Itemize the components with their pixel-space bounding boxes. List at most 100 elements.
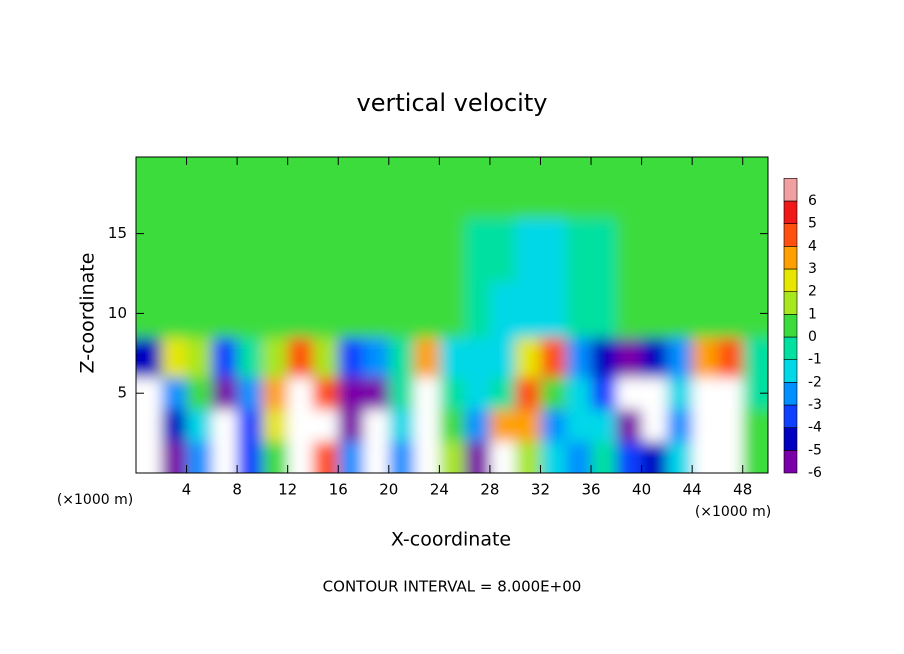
field-cell	[287, 409, 314, 442]
z-unit-label: (×1000 m)	[57, 492, 133, 508]
field-cell	[464, 377, 491, 410]
x-tick-label: 24	[430, 481, 449, 499]
field-cell	[616, 377, 643, 410]
field-cell	[363, 441, 390, 473]
field-cell	[515, 217, 541, 282]
field-cell	[237, 281, 263, 338]
field-cell	[186, 157, 213, 219]
field-cell	[717, 409, 744, 442]
chart-title: vertical velocity	[357, 89, 548, 117]
x-tick-label: 16	[329, 481, 348, 499]
field-cell	[565, 337, 592, 378]
field-cell	[211, 409, 238, 442]
field-cell	[136, 217, 162, 282]
field-cell	[439, 409, 466, 442]
field-cell	[439, 441, 466, 473]
field-cell	[414, 281, 440, 338]
field-cell	[211, 377, 238, 410]
field-cell	[338, 377, 365, 410]
field-cell	[211, 157, 238, 219]
colorbar-swatch	[783, 200, 798, 224]
field-cell	[211, 337, 238, 378]
x-tick-label: 48	[733, 481, 752, 499]
x-tick-label: 8	[232, 481, 242, 499]
colorbar-swatch	[783, 268, 798, 292]
field-cell	[414, 337, 440, 378]
field-cell	[489, 409, 516, 442]
field-cell	[489, 281, 516, 338]
field-cell	[338, 281, 365, 338]
field-cell	[388, 441, 415, 473]
field-cell	[464, 337, 491, 378]
x-tick-label: 32	[531, 481, 550, 499]
field-cell	[161, 441, 188, 473]
y-tick-label: 15	[108, 224, 127, 242]
field-cell	[161, 337, 188, 378]
colorbar-swatch	[783, 178, 798, 202]
field-cell	[388, 377, 415, 410]
field-cell	[515, 337, 541, 378]
colorbar-tick-label: 6	[808, 193, 817, 209]
field-cell	[540, 441, 567, 473]
field-cell	[591, 157, 617, 219]
field-cell	[161, 157, 188, 219]
field-cell	[237, 377, 263, 410]
field-cell	[641, 441, 668, 473]
field-cell	[338, 441, 365, 473]
field-cell	[388, 281, 415, 338]
field-cell	[414, 409, 440, 442]
colorbar-swatch	[783, 223, 798, 247]
footer-note: CONTOUR INTERVAL = 8.000E+00	[323, 578, 582, 596]
field-cell	[161, 217, 188, 282]
field-cell	[439, 337, 466, 378]
field-cell	[439, 217, 466, 282]
field-cell	[414, 441, 440, 473]
colorbar-tick-label: 2	[808, 284, 817, 300]
plot-frame	[135, 156, 769, 474]
field-cell	[186, 337, 213, 378]
colorbar-tick-label: 0	[808, 329, 817, 345]
field-cell	[540, 157, 567, 219]
field-cell	[439, 157, 466, 219]
field-cell	[363, 281, 390, 338]
field-cell	[616, 441, 643, 473]
field-cell	[591, 217, 617, 282]
field-cell	[262, 337, 289, 378]
field-cell	[237, 217, 263, 282]
field-cell	[186, 377, 213, 410]
y-tick-label: 5	[117, 384, 127, 402]
field-cell	[540, 409, 567, 442]
field-cell	[692, 409, 718, 442]
colorbar-swatch	[783, 450, 798, 474]
field-cell	[641, 281, 668, 338]
field-cell	[489, 337, 516, 378]
field-cell	[616, 217, 643, 282]
field-cell	[312, 281, 339, 338]
colorbar-swatch	[783, 314, 798, 338]
field-cell	[186, 281, 213, 338]
field-cell	[439, 377, 466, 410]
field-cell	[186, 409, 213, 442]
field-cell	[489, 377, 516, 410]
field-cell	[565, 217, 592, 282]
field-cell	[666, 337, 693, 378]
field-cell	[262, 441, 289, 473]
field-cell	[388, 409, 415, 442]
colorbar-swatch	[783, 382, 798, 406]
field-cell	[211, 217, 238, 282]
field-cell	[692, 441, 718, 473]
field-cell	[540, 337, 567, 378]
field-cell	[717, 441, 744, 473]
colorbar-tick-label: -6	[808, 465, 822, 481]
field-cell	[464, 217, 491, 282]
field-cell	[338, 217, 365, 282]
field-cell	[666, 217, 693, 282]
field-cell	[616, 409, 643, 442]
colorbar-tick-label: -4	[808, 420, 822, 436]
field-cells	[136, 157, 768, 473]
field-cell	[591, 281, 617, 338]
field-cell	[742, 441, 768, 473]
field-cell	[616, 157, 643, 219]
field-cell	[287, 337, 314, 378]
field-cell	[692, 157, 718, 219]
